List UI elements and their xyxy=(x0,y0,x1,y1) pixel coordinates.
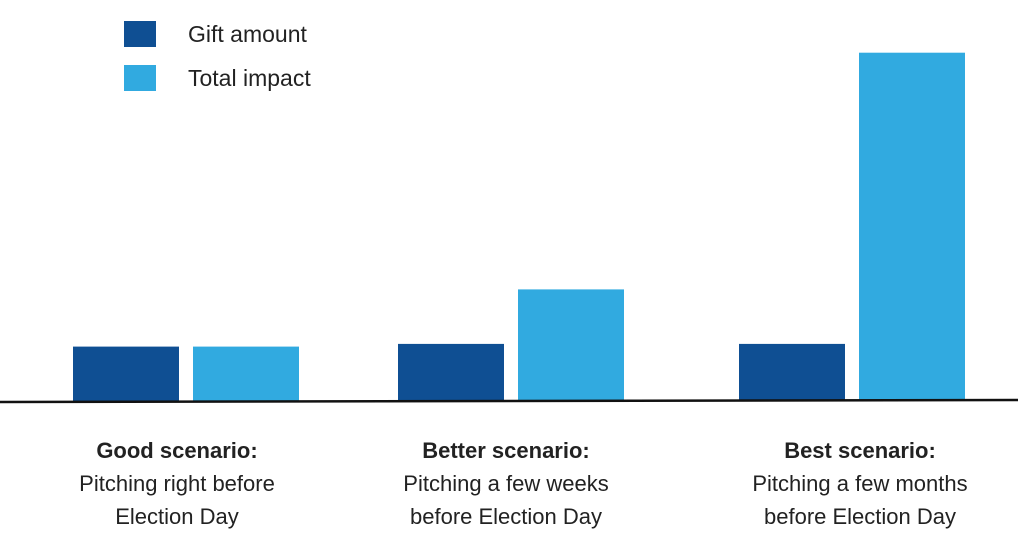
bars xyxy=(73,52,965,401)
category-line-1-1: before Election Day xyxy=(410,504,602,529)
legend: Gift amount Total impact xyxy=(124,21,311,91)
category-labels: Good scenario: Pitching right before Elect… xyxy=(79,438,967,529)
category-line-0-0: Pitching right before xyxy=(79,471,275,496)
category-title-0: Good scenario: xyxy=(96,438,257,463)
category-line-2-1: before Election Day xyxy=(764,504,956,529)
category-line-2-0: Pitching a few months xyxy=(752,471,967,496)
category-line-1-0: Pitching a few weeks xyxy=(403,471,608,496)
bar-gift-amount-2 xyxy=(739,343,845,401)
bar-total-impact-1 xyxy=(518,289,624,401)
legend-label-1: Total impact xyxy=(188,65,311,91)
bar-gift-amount-1 xyxy=(398,343,504,401)
bar-total-impact-2 xyxy=(859,52,965,401)
category-line-0-1: Election Day xyxy=(115,504,239,529)
legend-swatch-1 xyxy=(124,65,156,91)
legend-label-0: Gift amount xyxy=(188,21,307,47)
category-title-1: Better scenario: xyxy=(422,438,590,463)
x-axis-baseline xyxy=(0,398,1018,404)
category-title-2: Best scenario: xyxy=(784,438,936,463)
bar-total-impact-0 xyxy=(193,346,299,401)
bar-gift-amount-0 xyxy=(73,346,179,401)
legend-swatch-0 xyxy=(124,21,156,47)
